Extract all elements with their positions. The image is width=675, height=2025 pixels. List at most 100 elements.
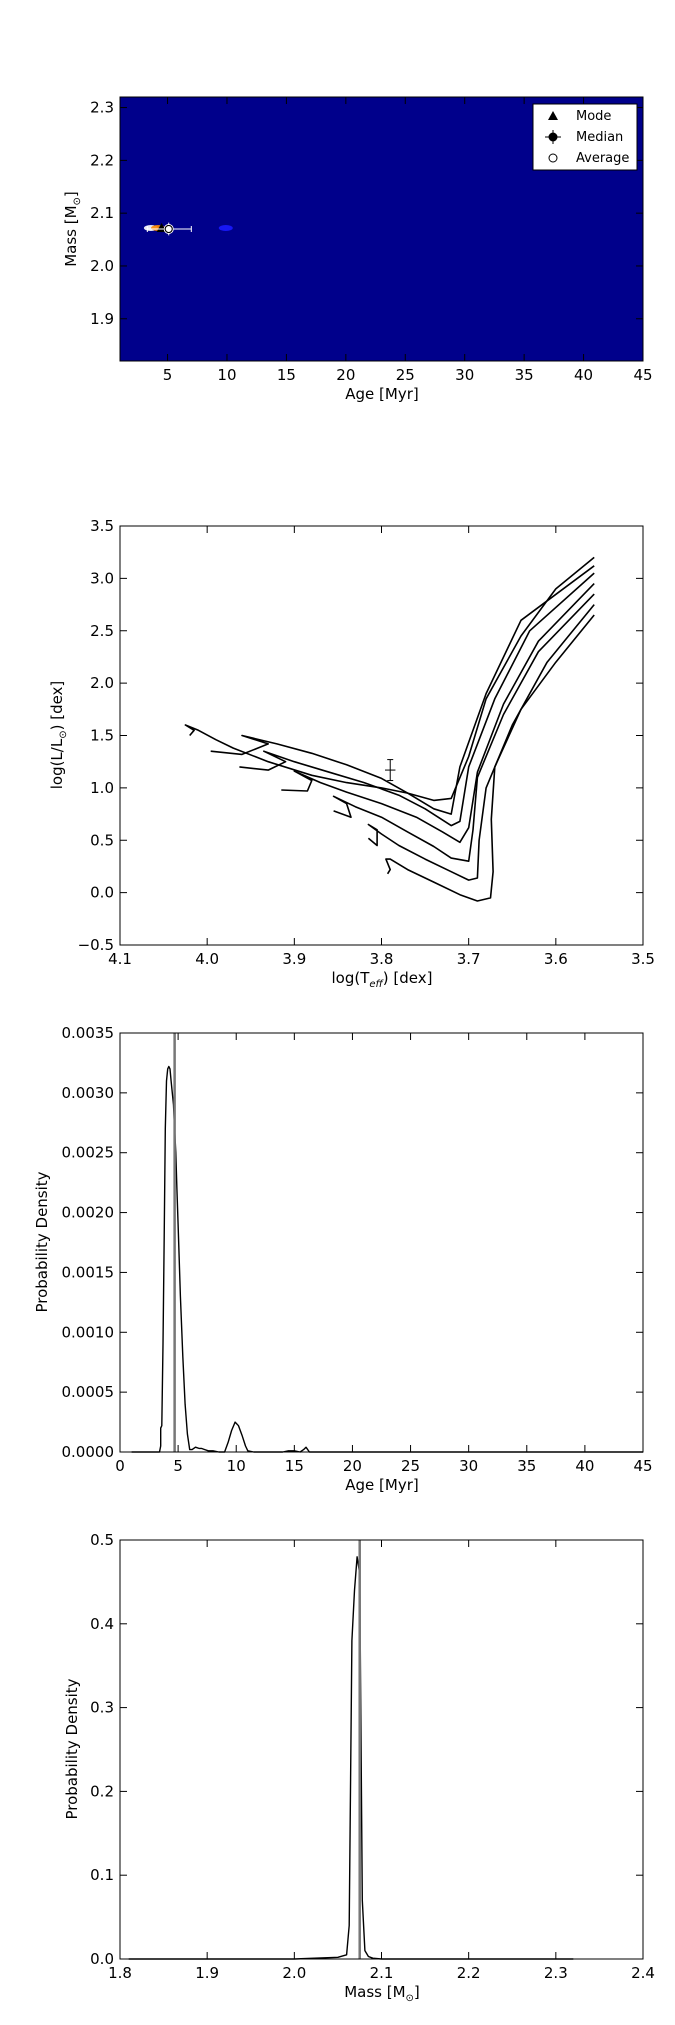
- y-tick-label: 2.3: [90, 99, 114, 117]
- x-tick-label: 4.1: [108, 950, 132, 968]
- y-tick-label: 2.5: [90, 622, 114, 640]
- y-tick-label: 2.2: [90, 151, 114, 169]
- y-tick-label: 0.5: [90, 831, 114, 849]
- hr-ylabel: log(L/L⊙) [dex]: [48, 681, 69, 790]
- isochrone-line-2: [367, 604, 595, 881]
- heatmap-frame: [119, 96, 644, 362]
- x-tick-label: 10: [217, 366, 236, 384]
- mass-pdf-frame: [119, 1539, 644, 1960]
- x-tick-label: 5: [163, 366, 173, 384]
- isochrone-tracks: [184, 556, 595, 902]
- legend-label-median: Median: [576, 130, 623, 145]
- x-tick-label: 20: [343, 1457, 362, 1475]
- x-tick-label: 40: [575, 1457, 594, 1475]
- x-tick-label: 2.1: [370, 1964, 394, 1982]
- hr-star-point: [384, 759, 396, 782]
- pdf-line: [128, 1556, 574, 1960]
- summary-markers: [146, 222, 192, 236]
- y-tick-label: 0.0010: [62, 1323, 115, 1341]
- x-tick-label: 20: [336, 366, 355, 384]
- x-tick-label: 3.9: [282, 950, 306, 968]
- y-tick-label: 0.0015: [62, 1263, 115, 1281]
- legend-average-circle-icon: [548, 153, 558, 163]
- legend-mode-triangle-icon: [548, 111, 558, 120]
- mass-pdf-ticks: 1.8 1.9 2.0 2.1 2.2 2.3 2.4 0.0 0.1 0.2 0.3 0.4 0.5: [90, 1531, 655, 1982]
- x-tick-label: 3.7: [457, 950, 481, 968]
- isochrone-line-3: [332, 593, 595, 863]
- x-tick-label: 1.8: [108, 1964, 132, 1982]
- x-tick-label: 35: [517, 1457, 536, 1475]
- x-tick-label: 25: [396, 366, 415, 384]
- isochrone-line-5: [239, 572, 595, 827]
- heatmap-ylabel: Mass [M⊙]: [62, 191, 83, 267]
- pdf-line: [131, 1065, 643, 1453]
- age-pdf-ylabel: Probability Density: [33, 1171, 51, 1312]
- age-pdf-frame: [119, 1032, 644, 1453]
- x-tick-label: 40: [574, 366, 593, 384]
- y-tick-label: 0.0005: [62, 1383, 115, 1401]
- y-tick-label: −0.5: [78, 936, 114, 954]
- y-tick-label: 0.0035: [62, 1024, 115, 1042]
- x-tick-label: 3.8: [370, 950, 394, 968]
- y-tick-label: 3.5: [90, 517, 114, 535]
- y-tick-label: 0.5: [90, 1531, 114, 1549]
- y-tick-label: 0.3: [90, 1699, 114, 1717]
- isochrone-line-7: [184, 556, 595, 802]
- heatmap-xlabel: Age [Myr]: [345, 385, 418, 403]
- x-tick-label: 45: [633, 366, 652, 384]
- x-tick-label: 35: [515, 366, 534, 384]
- y-tick-label: 1.9: [90, 310, 114, 328]
- x-tick-label: 2.3: [544, 1964, 568, 1982]
- legend-label-average: Average: [576, 151, 629, 166]
- age-pdf-xlabel: Age [Myr]: [345, 1476, 418, 1494]
- isochrone-line-4: [281, 583, 595, 844]
- y-tick-label: 0.0025: [62, 1144, 115, 1162]
- x-tick-label: 45: [633, 1457, 652, 1475]
- y-tick-label: 1.5: [90, 727, 114, 745]
- legend-label-mode: Mode: [576, 109, 611, 124]
- x-tick-label: 3.6: [544, 950, 568, 968]
- age-pdf-series: [131, 1033, 643, 1453]
- hr-diagram-panel: 4.1 4.0 3.9 3.8 3.7 3.6 3.5 −0.5 0.0 0.5 1.0 1.5 2.0…: [48, 517, 655, 990]
- mass-pdf-panel: 1.8 1.9 2.0 2.1 2.2 2.3 2.40.00.10.20.30.40.5 …: [63, 1531, 655, 2004]
- x-tick-label: 30: [455, 366, 474, 384]
- heatmap-hot-spot: [218, 224, 233, 231]
- age-pdf-ticks: 0 5 10 15 20 25 30 35 40 45 0.0000 0.0005 0.0010 0.00…: [62, 1024, 653, 1475]
- average-marker: [164, 225, 173, 233]
- age-pdf-panel: 0 5 10 15 20 25 30 35 40 45 0.0000 0.0005 0.0010 0.00…: [33, 1024, 653, 1494]
- x-tick-label: 5: [173, 1457, 183, 1475]
- x-tick-label: 25: [401, 1457, 420, 1475]
- y-tick-label: 0.4: [90, 1615, 114, 1633]
- legend: Mode Median Average: [532, 103, 638, 171]
- x-tick-label: 15: [285, 1457, 304, 1475]
- mass-pdf-series: [128, 1540, 574, 1960]
- x-tick-label: 2.2: [457, 1964, 481, 1982]
- mass-pdf-ylabel: Probability Density: [63, 1678, 81, 1819]
- y-tick-label: 2.0: [90, 257, 114, 275]
- x-tick-label: 0: [115, 1457, 125, 1475]
- y-tick-label: 0.0020: [62, 1204, 115, 1222]
- x-tick-label: 10: [227, 1457, 246, 1475]
- x-tick-label: 3.5: [631, 950, 655, 968]
- x-tick-label: 2.0: [282, 1964, 306, 1982]
- mass-age-heatmap-panel: 5 10 15 20 25 30 35 40 45 1.9 2.0 2.1 2.2 2.3 Age [My…: [62, 96, 653, 403]
- isochrone-line-1: [385, 614, 595, 902]
- y-tick-label: 0.1: [90, 1866, 114, 1884]
- y-tick-label: 0.2: [90, 1782, 114, 1800]
- legend-median-errorbar-icon: [545, 130, 561, 144]
- y-tick-label: 2.1: [90, 204, 114, 222]
- y-tick-label: 3.0: [90, 569, 114, 587]
- x-tick-label: 2.4: [631, 1964, 655, 1982]
- y-tick-label: 2.0: [90, 674, 114, 692]
- y-tick-label: 0.0: [90, 884, 114, 902]
- mass-pdf-xlabel: Mass [M⊙]: [344, 1983, 420, 2004]
- x-tick-label: 4.0: [195, 950, 219, 968]
- y-tick-label: 0.0: [90, 1950, 114, 1968]
- isochrone-line-6: [210, 565, 595, 815]
- hr-ticks: 4.1 4.0 3.9 3.8 3.7 3.6 3.5 −0.5 0.0 0.5 1.0 1.5 2.0…: [78, 517, 655, 968]
- y-tick-label: 0.0000: [62, 1443, 115, 1461]
- heatmap-ticks: 5 10 15 20 25 30 35 40 45 1.9 2.0 2.1 2.2 2.3: [90, 97, 653, 384]
- y-tick-label: 0.0030: [62, 1084, 115, 1102]
- x-tick-label: 15: [277, 366, 296, 384]
